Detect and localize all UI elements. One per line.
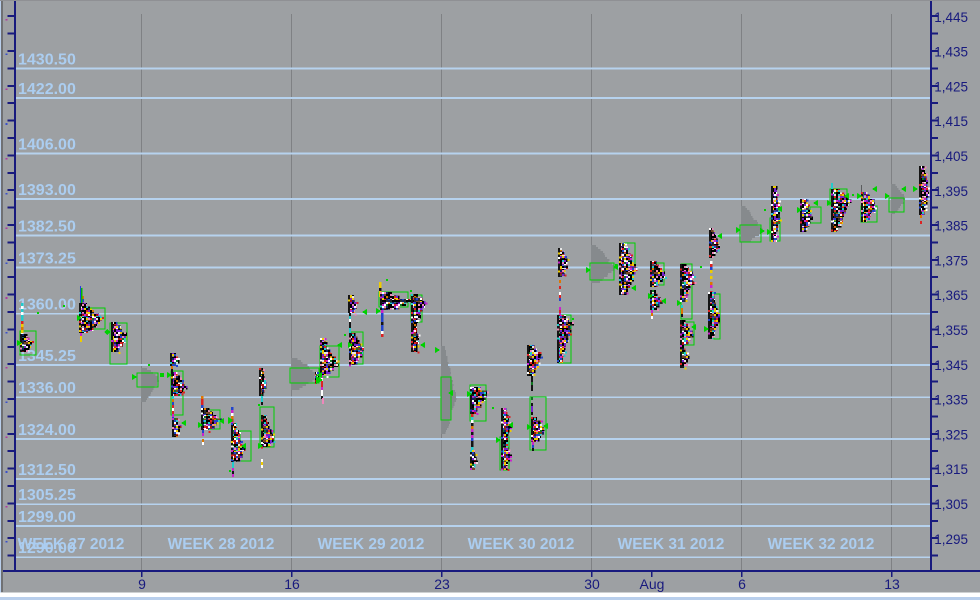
svg-text:1,385: 1,385 xyxy=(934,219,968,234)
svg-text:1,405: 1,405 xyxy=(934,149,968,164)
svg-text:1360.00: 1360.00 xyxy=(18,297,76,314)
svg-text:1,415: 1,415 xyxy=(934,114,968,129)
svg-text:1430.50: 1430.50 xyxy=(18,51,76,68)
svg-text:1,375: 1,375 xyxy=(934,253,968,268)
svg-text:1336.00: 1336.00 xyxy=(18,380,76,397)
svg-text:WEEK 28 2012: WEEK 28 2012 xyxy=(168,536,275,553)
svg-text:16: 16 xyxy=(284,576,300,592)
svg-text:1345.25: 1345.25 xyxy=(18,348,76,365)
svg-text:1290.00: 1290.00 xyxy=(18,540,76,557)
svg-text:1373.25: 1373.25 xyxy=(18,251,76,268)
svg-text:1,315: 1,315 xyxy=(934,462,968,477)
svg-text:1,445: 1,445 xyxy=(934,10,968,25)
svg-text:1382.50: 1382.50 xyxy=(18,218,76,235)
svg-text:30: 30 xyxy=(584,576,600,592)
svg-text:1312.50: 1312.50 xyxy=(18,462,76,479)
svg-text:1422.00: 1422.00 xyxy=(18,81,76,98)
svg-text:1,305: 1,305 xyxy=(934,497,968,512)
svg-text:1,345: 1,345 xyxy=(934,358,968,373)
svg-text:1,425: 1,425 xyxy=(934,79,968,94)
svg-text:WEEK 31 2012: WEEK 31 2012 xyxy=(618,536,725,553)
svg-text:6: 6 xyxy=(738,576,746,592)
svg-text:1,365: 1,365 xyxy=(934,288,968,303)
svg-text:1299.00: 1299.00 xyxy=(18,509,76,526)
svg-text:9: 9 xyxy=(138,576,146,592)
svg-text:1,435: 1,435 xyxy=(934,45,968,60)
svg-text:WEEK 32 2012: WEEK 32 2012 xyxy=(768,536,875,553)
svg-text:1,295: 1,295 xyxy=(934,532,968,547)
svg-text:1406.00: 1406.00 xyxy=(18,137,76,154)
svg-text:Aug: Aug xyxy=(640,576,665,592)
svg-text:23: 23 xyxy=(434,576,450,592)
svg-text:13: 13 xyxy=(884,576,900,592)
svg-text:1393.00: 1393.00 xyxy=(18,182,76,199)
svg-text:1324.00: 1324.00 xyxy=(18,422,76,439)
svg-text:1305.25: 1305.25 xyxy=(18,487,76,504)
svg-text:WEEK 29 2012: WEEK 29 2012 xyxy=(318,536,425,553)
svg-text:1,395: 1,395 xyxy=(934,184,968,199)
svg-text:WEEK 30 2012: WEEK 30 2012 xyxy=(468,536,575,553)
svg-text:WEEK 27 2012: WEEK 27 2012 xyxy=(18,536,125,553)
svg-text:1,335: 1,335 xyxy=(934,393,968,408)
svg-text:1,325: 1,325 xyxy=(934,427,968,442)
svg-text:1,355: 1,355 xyxy=(934,323,968,338)
